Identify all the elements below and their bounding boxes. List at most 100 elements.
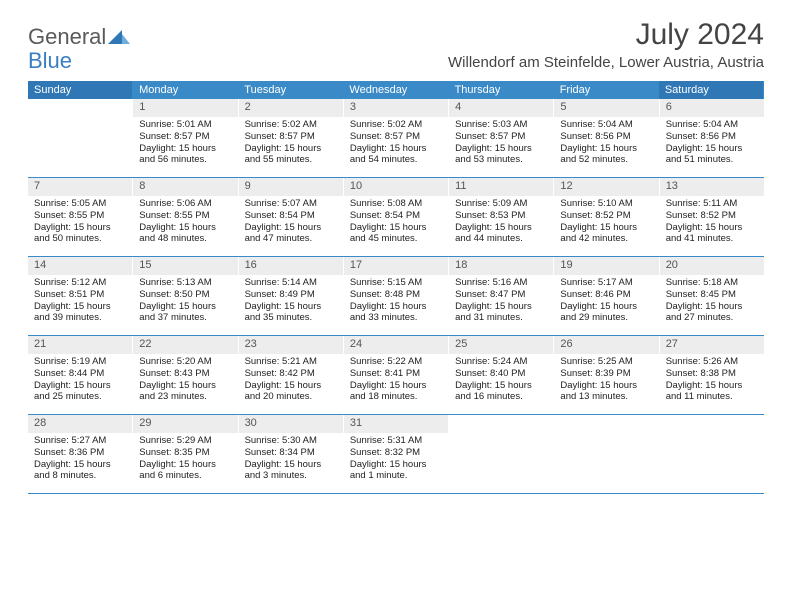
day-cell: 31Sunrise: 5:31 AMSunset: 8:32 PMDayligh… [344, 415, 449, 493]
daylight-text: Daylight: 15 hours and 48 minutes. [139, 222, 231, 246]
day-cell: 2Sunrise: 5:02 AMSunset: 8:57 PMDaylight… [239, 99, 344, 177]
day-body: Sunrise: 5:16 AMSunset: 8:47 PMDaylight:… [449, 275, 553, 329]
day-cell [28, 99, 133, 177]
sunset-text: Sunset: 8:52 PM [560, 210, 652, 222]
sunset-text: Sunset: 8:57 PM [455, 131, 547, 143]
day-cell: 3Sunrise: 5:02 AMSunset: 8:57 PMDaylight… [344, 99, 449, 177]
weekday-header: Thursday [449, 81, 554, 99]
day-number: 29 [133, 415, 237, 433]
day-number: 27 [660, 336, 764, 354]
sunset-text: Sunset: 8:47 PM [455, 289, 547, 301]
day-cell: 26Sunrise: 5:25 AMSunset: 8:39 PMDayligh… [554, 336, 659, 414]
daylight-text: Daylight: 15 hours and 3 minutes. [245, 459, 337, 483]
sunrise-text: Sunrise: 5:17 AM [560, 277, 652, 289]
sunrise-text: Sunrise: 5:11 AM [666, 198, 758, 210]
daylight-text: Daylight: 15 hours and 37 minutes. [139, 301, 231, 325]
sunrise-text: Sunrise: 5:21 AM [245, 356, 337, 368]
day-body: Sunrise: 5:25 AMSunset: 8:39 PMDaylight:… [554, 354, 658, 408]
logo-triangle-icon [108, 28, 130, 49]
daylight-text: Daylight: 15 hours and 1 minute. [350, 459, 442, 483]
sunset-text: Sunset: 8:54 PM [350, 210, 442, 222]
week-row: 21Sunrise: 5:19 AMSunset: 8:44 PMDayligh… [28, 336, 764, 415]
sunset-text: Sunset: 8:43 PM [139, 368, 231, 380]
day-cell [449, 415, 554, 493]
day-number: 4 [449, 99, 553, 117]
day-body: Sunrise: 5:08 AMSunset: 8:54 PMDaylight:… [344, 196, 448, 250]
day-number: 21 [28, 336, 132, 354]
daylight-text: Daylight: 15 hours and 8 minutes. [34, 459, 126, 483]
sunrise-text: Sunrise: 5:24 AM [455, 356, 547, 368]
daylight-text: Daylight: 15 hours and 51 minutes. [666, 143, 758, 167]
sunset-text: Sunset: 8:48 PM [350, 289, 442, 301]
day-cell: 5Sunrise: 5:04 AMSunset: 8:56 PMDaylight… [554, 99, 659, 177]
day-cell: 4Sunrise: 5:03 AMSunset: 8:57 PMDaylight… [449, 99, 554, 177]
sunrise-text: Sunrise: 5:02 AM [350, 119, 442, 131]
day-number: 2 [239, 99, 343, 117]
weekday-header: Saturday [659, 81, 764, 99]
sunset-text: Sunset: 8:55 PM [139, 210, 231, 222]
day-number: 14 [28, 257, 132, 275]
logo: General [28, 24, 130, 50]
day-body: Sunrise: 5:22 AMSunset: 8:41 PMDaylight:… [344, 354, 448, 408]
sunset-text: Sunset: 8:42 PM [245, 368, 337, 380]
sunset-text: Sunset: 8:44 PM [34, 368, 126, 380]
sunrise-text: Sunrise: 5:22 AM [350, 356, 442, 368]
week-row: 7Sunrise: 5:05 AMSunset: 8:55 PMDaylight… [28, 178, 764, 257]
day-cell: 18Sunrise: 5:16 AMSunset: 8:47 PMDayligh… [449, 257, 554, 335]
day-cell: 23Sunrise: 5:21 AMSunset: 8:42 PMDayligh… [239, 336, 344, 414]
day-number: 11 [449, 178, 553, 196]
day-number: 5 [554, 99, 658, 117]
day-cell: 8Sunrise: 5:06 AMSunset: 8:55 PMDaylight… [133, 178, 238, 256]
day-number: 30 [239, 415, 343, 433]
sunset-text: Sunset: 8:57 PM [139, 131, 231, 143]
sunset-text: Sunset: 8:56 PM [560, 131, 652, 143]
day-number: 1 [133, 99, 237, 117]
day-cell: 29Sunrise: 5:29 AMSunset: 8:35 PMDayligh… [133, 415, 238, 493]
daylight-text: Daylight: 15 hours and 18 minutes. [350, 380, 442, 404]
sunrise-text: Sunrise: 5:25 AM [560, 356, 652, 368]
day-number: 3 [344, 99, 448, 117]
daylight-text: Daylight: 15 hours and 35 minutes. [245, 301, 337, 325]
day-body: Sunrise: 5:02 AMSunset: 8:57 PMDaylight:… [239, 117, 343, 171]
daylight-text: Daylight: 15 hours and 56 minutes. [139, 143, 231, 167]
day-body: Sunrise: 5:06 AMSunset: 8:55 PMDaylight:… [133, 196, 237, 250]
daylight-text: Daylight: 15 hours and 13 minutes. [560, 380, 652, 404]
title-block: July 2024 Willendorf am Steinfelde, Lowe… [448, 18, 764, 71]
sunrise-text: Sunrise: 5:16 AM [455, 277, 547, 289]
day-body: Sunrise: 5:18 AMSunset: 8:45 PMDaylight:… [660, 275, 764, 329]
day-cell: 11Sunrise: 5:09 AMSunset: 8:53 PMDayligh… [449, 178, 554, 256]
day-body: Sunrise: 5:03 AMSunset: 8:57 PMDaylight:… [449, 117, 553, 171]
day-body: Sunrise: 5:02 AMSunset: 8:57 PMDaylight:… [344, 117, 448, 171]
daylight-text: Daylight: 15 hours and 25 minutes. [34, 380, 126, 404]
sunset-text: Sunset: 8:56 PM [666, 131, 758, 143]
day-body: Sunrise: 5:11 AMSunset: 8:52 PMDaylight:… [660, 196, 764, 250]
daylight-text: Daylight: 15 hours and 16 minutes. [455, 380, 547, 404]
weekday-header: Sunday [28, 81, 133, 99]
day-cell: 6Sunrise: 5:04 AMSunset: 8:56 PMDaylight… [660, 99, 764, 177]
sunset-text: Sunset: 8:32 PM [350, 447, 442, 459]
sunset-text: Sunset: 8:53 PM [455, 210, 547, 222]
day-body: Sunrise: 5:31 AMSunset: 8:32 PMDaylight:… [344, 433, 448, 487]
day-body: Sunrise: 5:17 AMSunset: 8:46 PMDaylight:… [554, 275, 658, 329]
day-body: Sunrise: 5:10 AMSunset: 8:52 PMDaylight:… [554, 196, 658, 250]
day-number: 9 [239, 178, 343, 196]
daylight-text: Daylight: 15 hours and 55 minutes. [245, 143, 337, 167]
day-number: 7 [28, 178, 132, 196]
day-body: Sunrise: 5:21 AMSunset: 8:42 PMDaylight:… [239, 354, 343, 408]
weeks-container: 1Sunrise: 5:01 AMSunset: 8:57 PMDaylight… [28, 99, 764, 494]
day-cell [554, 415, 659, 493]
daylight-text: Daylight: 15 hours and 42 minutes. [560, 222, 652, 246]
sunrise-text: Sunrise: 5:18 AM [666, 277, 758, 289]
day-cell: 7Sunrise: 5:05 AMSunset: 8:55 PMDaylight… [28, 178, 133, 256]
day-number: 23 [239, 336, 343, 354]
daylight-text: Daylight: 15 hours and 47 minutes. [245, 222, 337, 246]
day-body: Sunrise: 5:20 AMSunset: 8:43 PMDaylight:… [133, 354, 237, 408]
sunset-text: Sunset: 8:36 PM [34, 447, 126, 459]
day-cell: 24Sunrise: 5:22 AMSunset: 8:41 PMDayligh… [344, 336, 449, 414]
day-body: Sunrise: 5:14 AMSunset: 8:49 PMDaylight:… [239, 275, 343, 329]
day-body: Sunrise: 5:07 AMSunset: 8:54 PMDaylight:… [239, 196, 343, 250]
day-cell: 17Sunrise: 5:15 AMSunset: 8:48 PMDayligh… [344, 257, 449, 335]
sunset-text: Sunset: 8:45 PM [666, 289, 758, 301]
day-body: Sunrise: 5:26 AMSunset: 8:38 PMDaylight:… [660, 354, 764, 408]
day-body: Sunrise: 5:24 AMSunset: 8:40 PMDaylight:… [449, 354, 553, 408]
